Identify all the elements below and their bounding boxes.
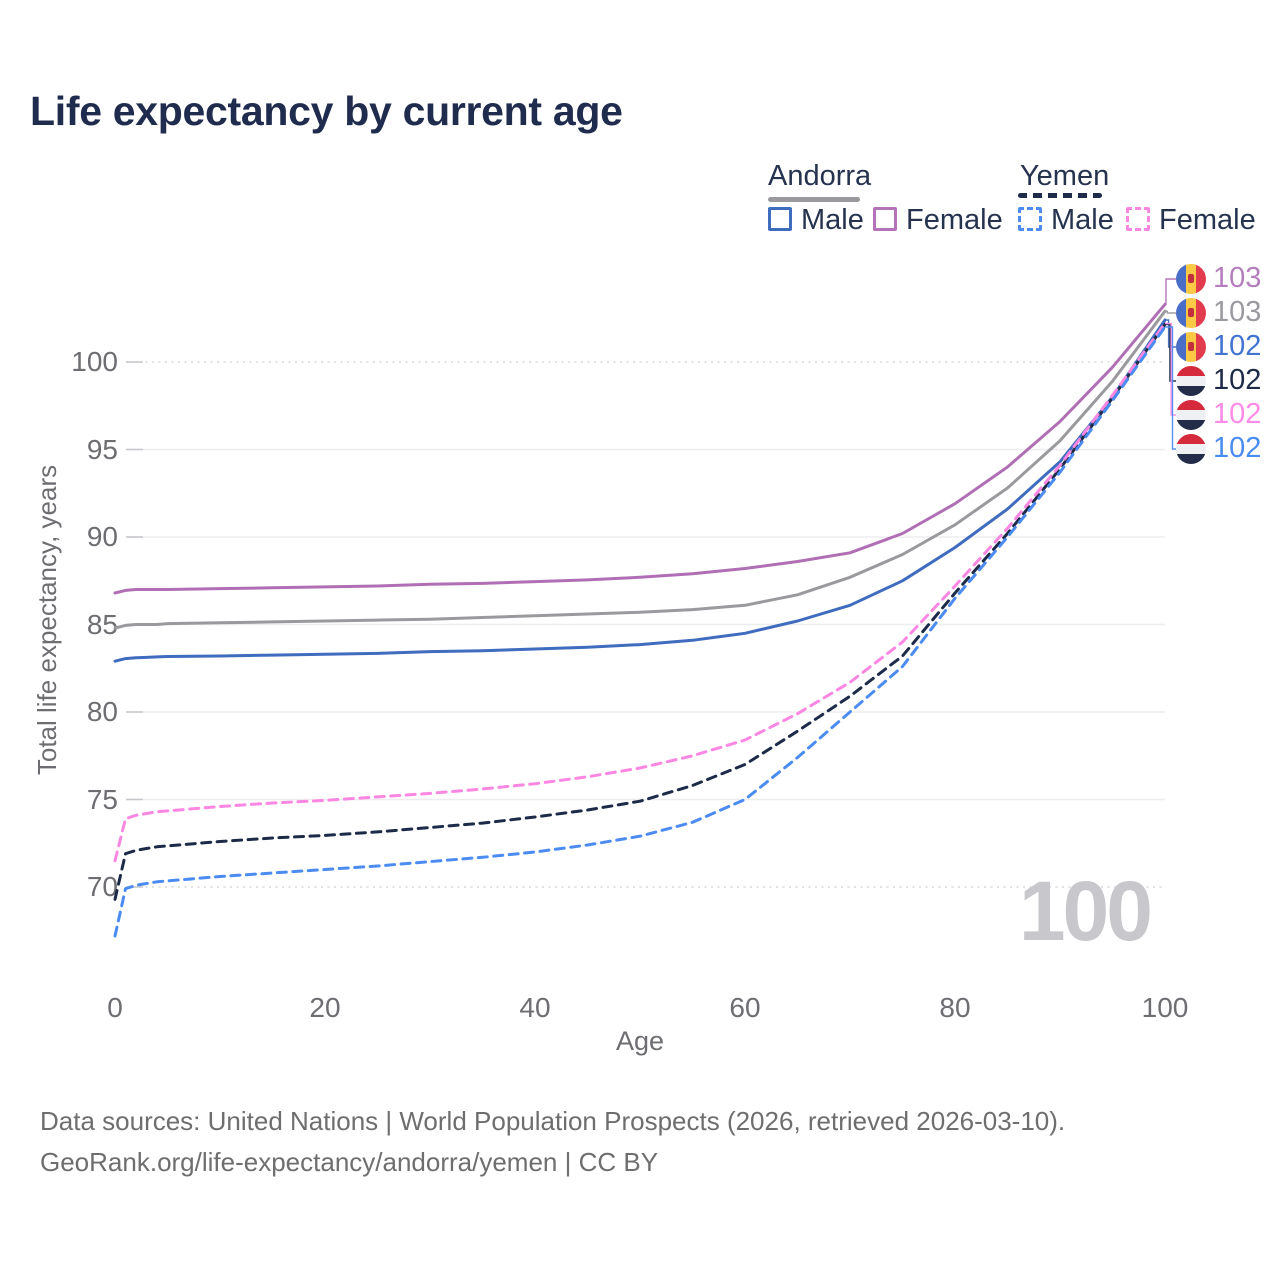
end-label-yemen-female: 102 xyxy=(1213,398,1262,430)
flag-icon-andorra xyxy=(1176,298,1206,328)
andorra-coat-of-arms xyxy=(1188,274,1194,283)
series-line-yemen-all xyxy=(113,322,1167,901)
series-line-andorra-male xyxy=(113,318,1167,663)
x-tick-label-40: 40 xyxy=(519,992,551,1023)
end-label-andorra-all: 103 xyxy=(1213,296,1262,328)
leader-line-andorra-female xyxy=(1165,278,1176,305)
age-watermark: 100 xyxy=(1018,864,1153,958)
end-label-yemen-male: 102 xyxy=(1213,432,1262,464)
legend-group-andorra-label: Andorra xyxy=(768,160,872,192)
x-tick-label-100: 100 xyxy=(1141,992,1189,1023)
andorra-coat-of-arms xyxy=(1188,342,1194,351)
y-tick-label-85: 85 xyxy=(86,608,118,640)
footer-attribution: GeoRank.org/life-expectancy/andorra/yeme… xyxy=(40,1147,659,1177)
legend-label-andorra-male[interactable]: Male xyxy=(801,204,864,236)
legend-swatch-yemen-male[interactable] xyxy=(1018,207,1042,231)
x-tick-label-60: 60 xyxy=(729,992,761,1023)
footer-data-sources: Data sources: United Nations | World Pop… xyxy=(40,1106,1066,1136)
end-label-yemen-all: 102 xyxy=(1213,364,1262,396)
legend-andorra-line-sample xyxy=(768,197,860,202)
end-label-andorra-female: 103 xyxy=(1213,262,1262,294)
andorra-coat-of-arms xyxy=(1188,308,1194,317)
flag-icon-yemen xyxy=(1176,400,1206,430)
flag-icon-andorra xyxy=(1176,332,1206,362)
series-line-andorra-female xyxy=(113,302,1167,595)
flag-icon-andorra xyxy=(1176,264,1206,294)
legend-label-yemen-male[interactable]: Male xyxy=(1051,204,1114,236)
legend-swatch-andorra-female[interactable] xyxy=(873,207,897,231)
series-line-yemen-female xyxy=(113,322,1167,863)
legend-yemen-line-sample xyxy=(1018,193,1102,198)
legend-label-andorra-female[interactable]: Female xyxy=(906,204,1003,236)
flag-icon-yemen xyxy=(1176,434,1206,464)
legend-group-yemen-label: Yemen xyxy=(1020,160,1110,192)
x-tick-label-80: 80 xyxy=(939,992,971,1023)
y-tick-label-80: 80 xyxy=(86,696,118,727)
legend-label-yemen-female[interactable]: Female xyxy=(1159,204,1256,236)
y-tick-label-75: 75 xyxy=(86,783,118,815)
end-label-andorra-male: 102 xyxy=(1213,330,1262,362)
leader-line-yemen-male xyxy=(1165,326,1176,450)
legend-swatch-yemen-female[interactable] xyxy=(1126,207,1150,231)
leader-line-yemen-female xyxy=(1165,322,1176,416)
series-line-yemen-male xyxy=(113,325,1167,938)
y-tick-label-100: 100 xyxy=(71,346,118,377)
y-tick-label-95: 95 xyxy=(86,433,118,465)
series-line-andorra-all xyxy=(113,309,1167,630)
y-tick-label-70: 70 xyxy=(86,871,118,902)
x-tick-label-20: 20 xyxy=(309,992,341,1023)
flag-icon-yemen xyxy=(1176,366,1206,396)
y-tick-label-90: 90 xyxy=(86,521,118,552)
x-tick-label-0: 0 xyxy=(107,992,123,1023)
legend-swatch-andorra-male[interactable] xyxy=(768,207,792,231)
page-title: Life expectancy by current age xyxy=(30,88,623,134)
leader-line-andorra-all xyxy=(1165,310,1176,314)
x-axis-title: Age xyxy=(615,1026,665,1056)
